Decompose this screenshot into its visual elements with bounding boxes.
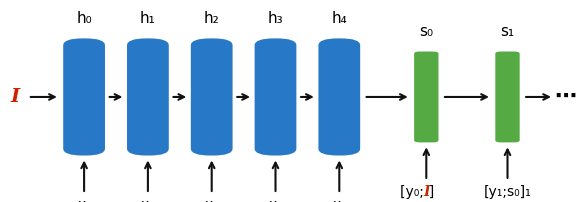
Text: I: I [10, 88, 20, 106]
FancyBboxPatch shape [191, 38, 233, 156]
Text: x₀: x₀ [77, 198, 91, 202]
Text: x₃: x₃ [269, 198, 282, 202]
FancyBboxPatch shape [495, 52, 520, 142]
Text: ]: ] [426, 185, 434, 199]
Text: h₄: h₄ [331, 11, 347, 26]
FancyBboxPatch shape [414, 52, 438, 142]
Text: s₁: s₁ [501, 24, 514, 39]
Text: I: I [423, 185, 430, 199]
Text: s₀: s₀ [419, 24, 433, 39]
FancyBboxPatch shape [127, 38, 169, 156]
FancyBboxPatch shape [318, 38, 360, 156]
Text: ⋯: ⋯ [554, 87, 577, 107]
Text: x₁: x₁ [141, 198, 155, 202]
Text: [y₀;: [y₀; [400, 185, 426, 199]
Text: h₁: h₁ [140, 11, 156, 26]
Text: h₂: h₂ [204, 11, 220, 26]
FancyBboxPatch shape [63, 38, 105, 156]
Text: [y₁;s₀]₁: [y₁;s₀]₁ [484, 185, 531, 199]
FancyBboxPatch shape [255, 38, 296, 156]
Text: x₂: x₂ [205, 198, 219, 202]
Text: h₃: h₃ [268, 11, 283, 26]
Text: x₄: x₄ [332, 198, 346, 202]
Text: h₀: h₀ [76, 11, 92, 26]
